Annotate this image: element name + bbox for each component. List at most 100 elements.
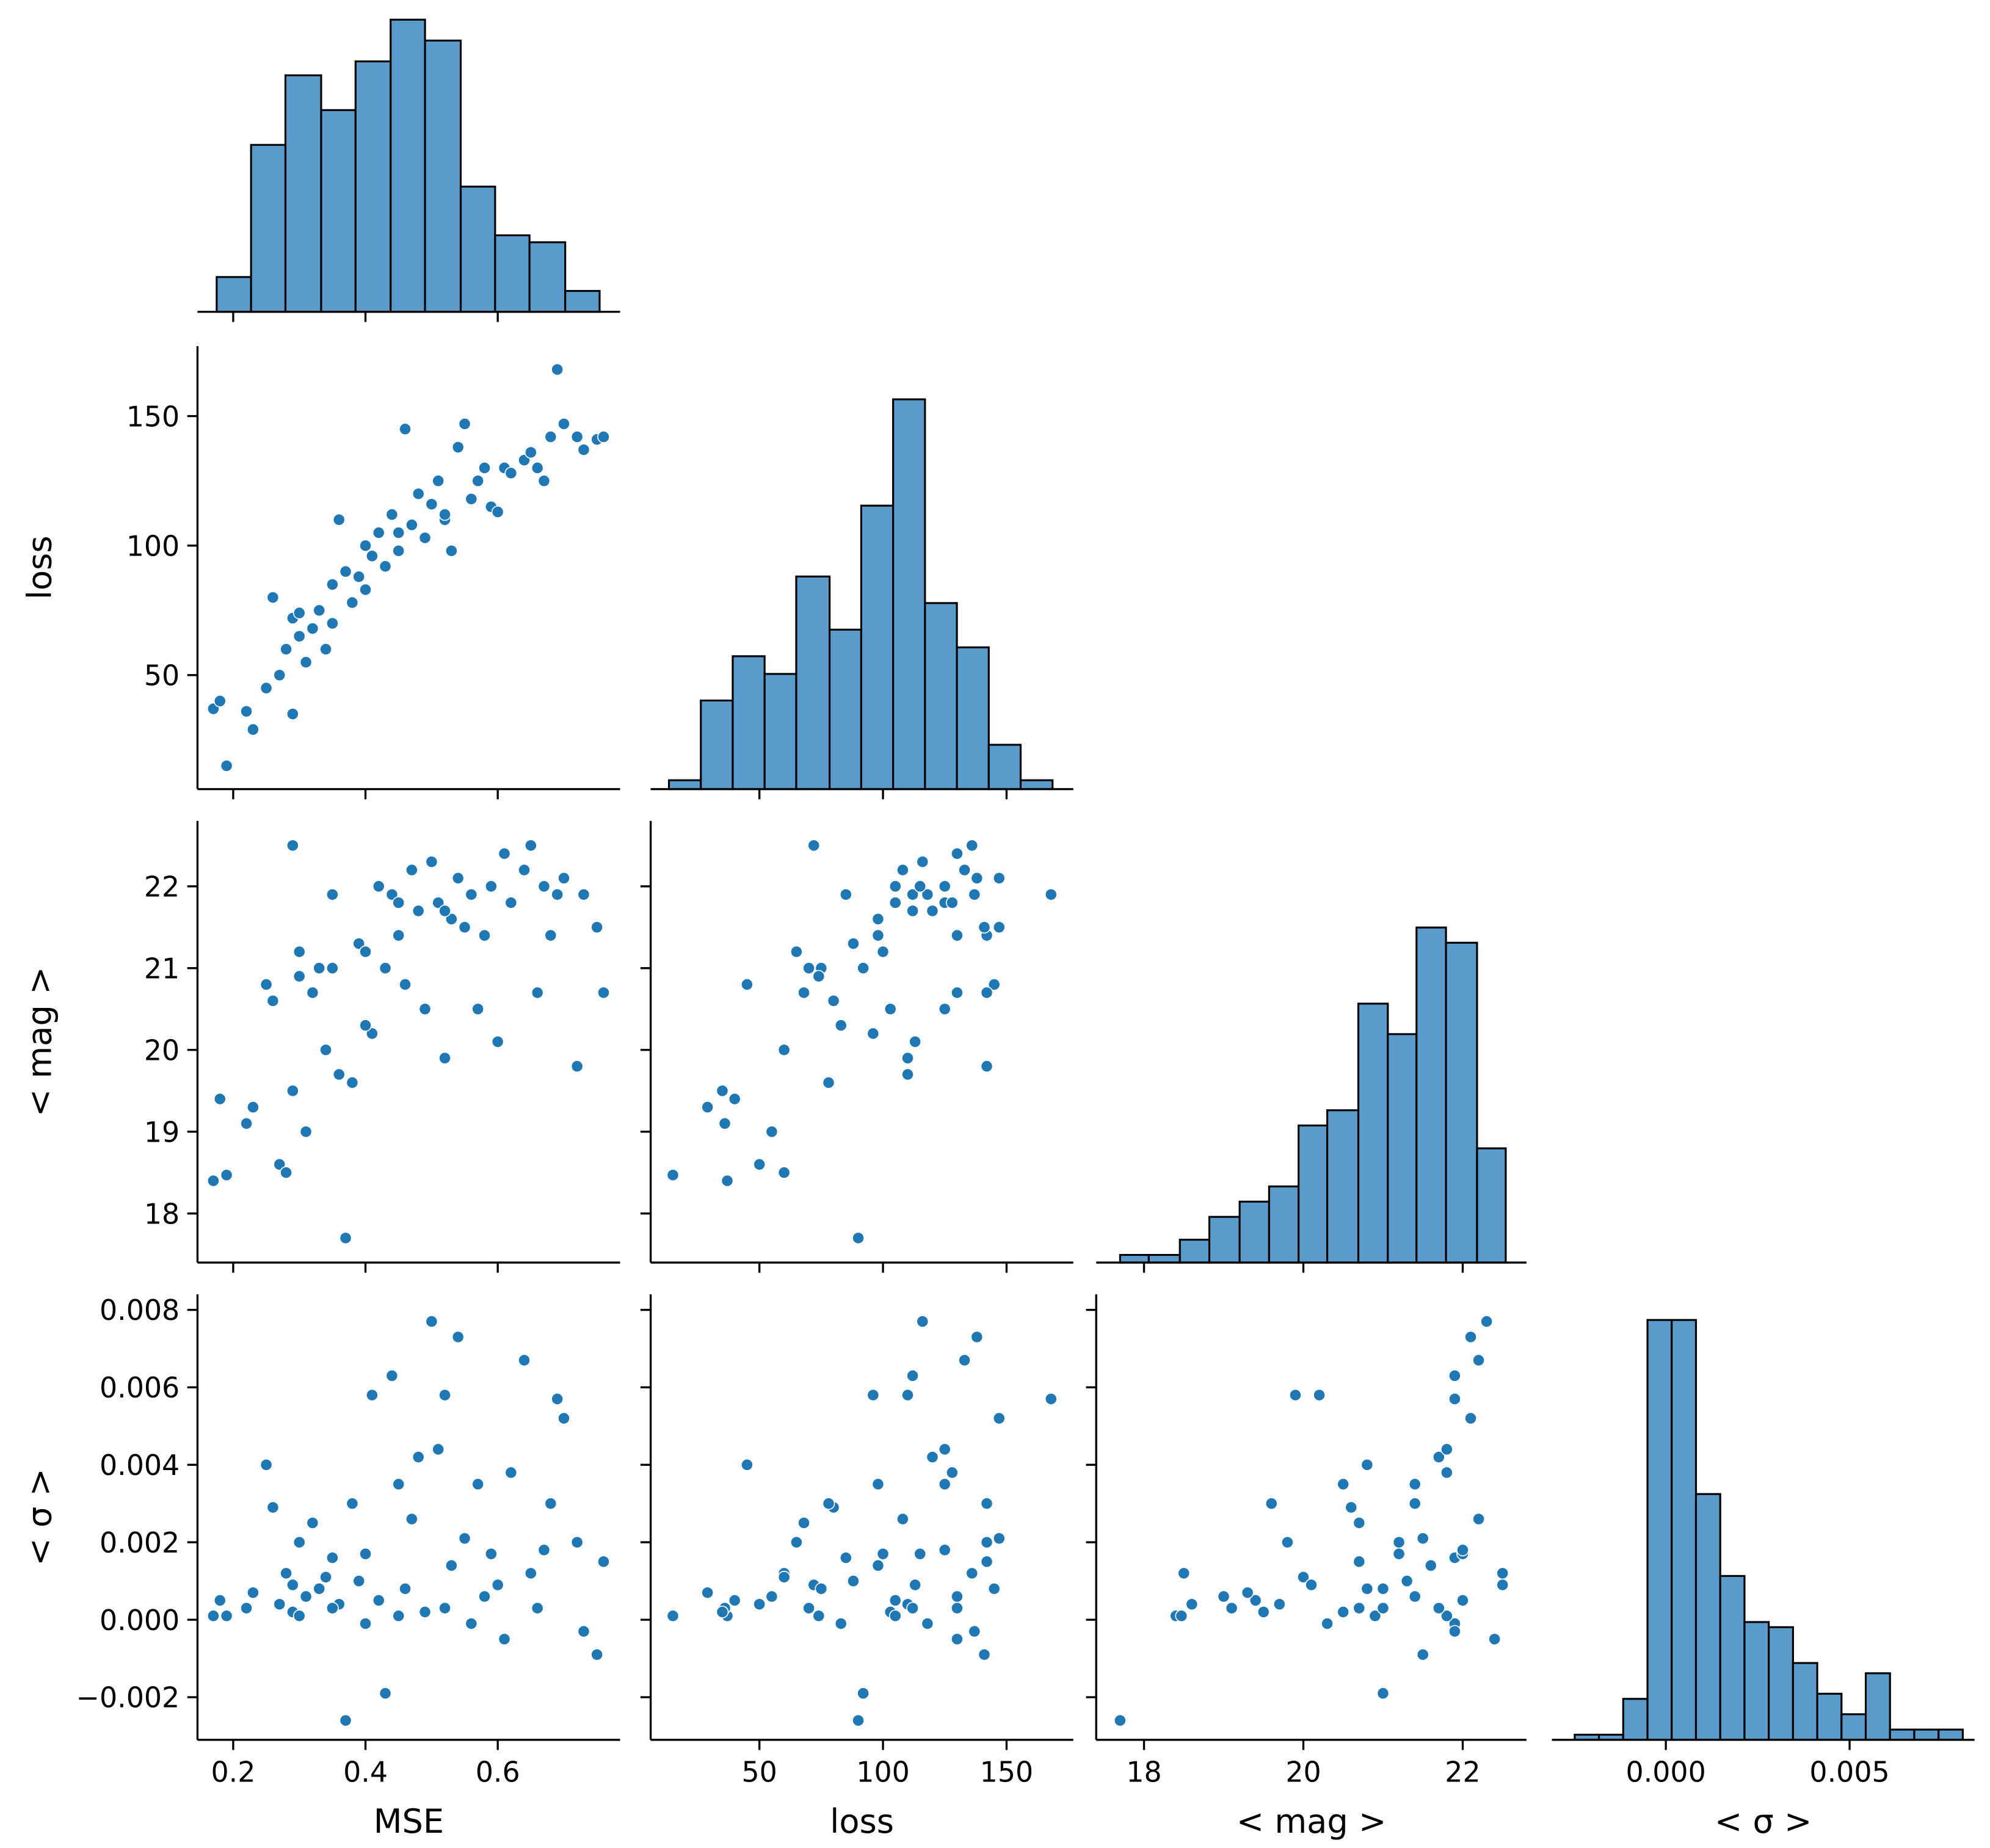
scatter-point — [827, 994, 840, 1007]
scatter-point — [246, 723, 260, 736]
y-tick-label: 20 — [144, 1034, 180, 1067]
scatter-point — [901, 1068, 914, 1081]
scatter-point — [980, 986, 993, 999]
x-tick-label: 0.4 — [343, 1756, 388, 1789]
scatter-point — [445, 1559, 458, 1572]
scatter-point — [1305, 1578, 1318, 1592]
scatter-point — [1177, 1567, 1191, 1580]
scatter-point — [207, 1609, 220, 1623]
scatter-point — [965, 839, 979, 852]
scatter-point — [418, 1002, 432, 1016]
scatter-point — [246, 1586, 260, 1600]
hist-bar — [1019, 779, 1054, 791]
scatter-point — [392, 1477, 405, 1491]
scatter-point — [339, 565, 352, 578]
scatter-point — [815, 1582, 828, 1595]
scatter-point — [405, 518, 418, 532]
scatter-point — [970, 871, 984, 885]
scatter-point — [313, 1582, 326, 1595]
scatter-point — [871, 1477, 885, 1491]
scatter-point — [306, 986, 319, 999]
scatter-point — [951, 986, 964, 999]
x-axis-label: < mag > — [1236, 1802, 1387, 1841]
scatter-point — [1337, 1477, 1350, 1491]
scatter-point — [266, 1501, 280, 1514]
scatter-point — [332, 1068, 346, 1081]
scatter-point — [852, 1714, 865, 1727]
scatter-point — [701, 1101, 714, 1114]
scatter-point — [266, 994, 280, 1007]
x-tick-label: 22 — [1445, 1756, 1480, 1789]
scatter-point — [888, 896, 902, 910]
hist-bar — [250, 143, 287, 313]
scatter-point — [1241, 1586, 1254, 1600]
scatter-point — [484, 880, 498, 893]
scatter-point — [359, 539, 372, 553]
scatter-point — [425, 498, 438, 511]
scatter-point — [319, 1570, 332, 1584]
scatter-point — [896, 863, 909, 877]
scatter-point — [590, 921, 604, 934]
scatter-point — [372, 880, 385, 893]
scatter-point — [1448, 1625, 1461, 1638]
scatter-point — [1368, 1609, 1382, 1623]
hist-bar — [667, 779, 702, 791]
hist-bar — [1238, 1200, 1270, 1264]
scatter-point — [1408, 1590, 1422, 1603]
scatter-point — [471, 1477, 485, 1491]
hist-bar — [284, 74, 322, 313]
scatter-point — [292, 945, 306, 958]
hist-bar — [1792, 1662, 1818, 1741]
scatter-point — [280, 642, 292, 656]
scatter-point — [537, 1543, 551, 1557]
scatter-point — [471, 1002, 485, 1016]
scatter-point — [901, 1051, 914, 1065]
scatter-point — [240, 1601, 253, 1615]
scatter-point — [220, 759, 233, 772]
scatter-point — [1044, 1393, 1058, 1405]
scatter-point — [240, 705, 253, 718]
scatter-point — [385, 888, 399, 901]
scatter-point — [412, 1451, 425, 1464]
scatter-point — [765, 1590, 779, 1603]
scatter-point — [313, 962, 326, 975]
scatter-point — [518, 863, 531, 877]
scatter-point — [909, 1578, 922, 1592]
scatter-point — [240, 1117, 253, 1130]
hist-bar — [528, 241, 567, 313]
scatter-point — [451, 1330, 465, 1344]
scatter-point — [531, 462, 544, 474]
scatter-point — [876, 1547, 890, 1560]
scatter-point — [438, 904, 451, 918]
hist-bar — [1268, 1185, 1300, 1264]
scatter-point — [365, 1027, 379, 1040]
scatter-point — [359, 1019, 372, 1032]
y-axis-label: < σ > — [21, 1468, 59, 1566]
scatter-point — [531, 1601, 544, 1615]
scatter-point — [938, 880, 951, 893]
scatter-point — [544, 1497, 557, 1510]
scatter-point — [1249, 1593, 1262, 1607]
scatter-point — [299, 1125, 313, 1139]
hist-bar — [1415, 926, 1447, 1264]
scatter-point — [399, 422, 412, 436]
scatter-point — [359, 583, 372, 596]
scatter-point — [325, 1551, 339, 1565]
scatter-point — [1400, 1574, 1414, 1588]
scatter-point — [299, 656, 313, 669]
scatter-point — [978, 921, 991, 934]
scatter-point — [346, 1076, 359, 1089]
scatter-point — [987, 978, 1001, 991]
scatter-point — [313, 604, 326, 617]
scatter-point — [346, 596, 359, 609]
scatter-point — [478, 929, 491, 942]
scatter-point — [765, 1125, 779, 1139]
scatter-point — [906, 888, 920, 901]
scatter-point — [392, 526, 405, 539]
scatter-point — [551, 363, 564, 376]
scatter-point — [478, 462, 491, 474]
scatter-point — [1496, 1567, 1509, 1580]
hist-bar — [1178, 1239, 1211, 1264]
scatter-point — [718, 1117, 732, 1130]
scatter-point — [1488, 1632, 1502, 1646]
